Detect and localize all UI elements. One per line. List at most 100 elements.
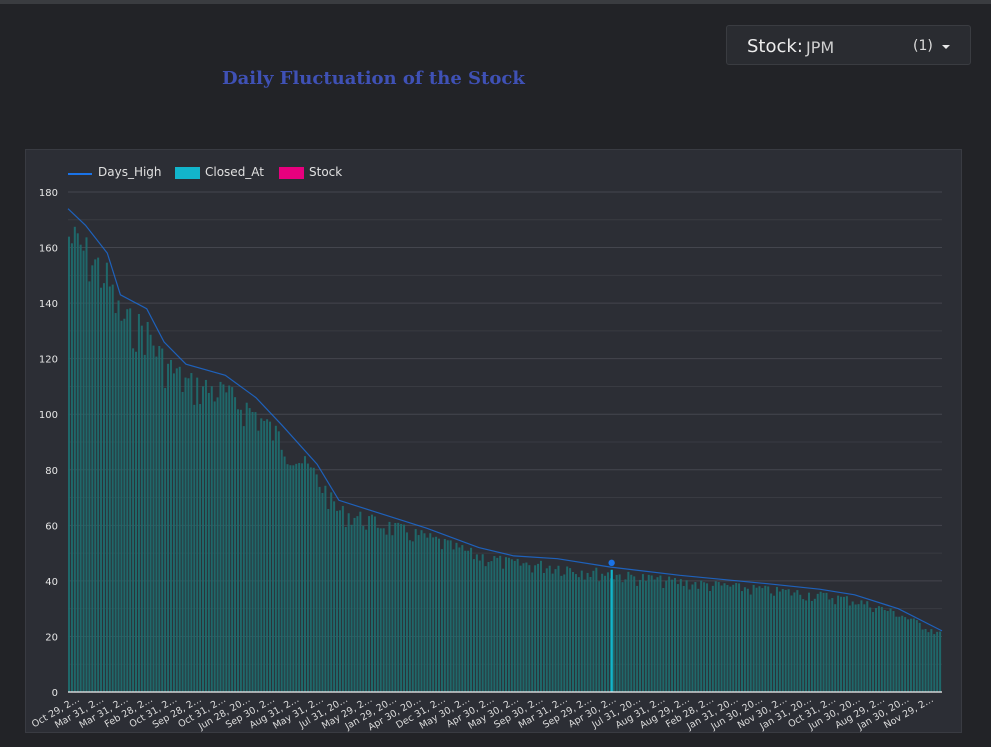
closed-at-bar: [280, 449, 283, 692]
closed-at-bar: [892, 611, 895, 692]
closed-at-bar: [167, 363, 170, 692]
closed-at-bar: [711, 585, 714, 692]
closed-at-bar: [837, 595, 840, 692]
closed-at-bar: [921, 629, 924, 692]
closed-at-bar: [190, 373, 193, 692]
closed-at-bar: [554, 569, 557, 692]
closed-at-bar: [271, 440, 274, 692]
closed-at-bar: [391, 535, 394, 692]
closed-at-bar: [303, 456, 306, 692]
closed-at-bar: [525, 562, 528, 692]
closed-at-bar: [848, 605, 851, 692]
closed-at-bar: [545, 568, 548, 692]
closed-at-bar: [452, 549, 455, 692]
closed-at-bar: [534, 565, 537, 692]
closed-at-bar: [697, 588, 700, 692]
closed-at-bar: [411, 541, 414, 692]
closed-at-bar: [595, 567, 598, 692]
closed-at-bar: [840, 596, 843, 692]
closed-at-bar: [196, 377, 199, 692]
closed-at-bar: [478, 560, 481, 692]
closed-at-bar: [94, 259, 97, 692]
y-tick-label: 180: [39, 188, 58, 199]
closed-at-bar: [146, 321, 149, 692]
closed-at-bar: [68, 236, 71, 692]
closed-at-bar: [295, 463, 298, 692]
closed-at-bar: [653, 579, 656, 692]
closed-at-bar: [877, 606, 880, 692]
closed-at-bar: [496, 557, 499, 692]
closed-at-bar: [557, 565, 560, 692]
closed-at-bar: [397, 522, 400, 692]
legend-swatch-closed-at: [175, 167, 200, 179]
closed-at-bar: [204, 379, 207, 692]
closed-at-bar: [484, 566, 487, 692]
closed-at-bar: [799, 594, 802, 692]
closed-at-bar: [234, 397, 237, 692]
closed-at-bar: [866, 601, 869, 692]
closed-at-bar: [703, 582, 706, 692]
closed-at-bar: [254, 412, 257, 692]
closed-at-bar: [886, 611, 889, 692]
closed-at-bar: [519, 565, 522, 692]
closed-at-bar: [321, 492, 324, 692]
closed-at-bar: [306, 463, 309, 692]
closed-at-bar: [330, 492, 333, 692]
closed-at-bar: [834, 604, 837, 692]
closed-at-bar: [277, 431, 280, 692]
closed-at-bar: [455, 542, 458, 692]
closed-at-bar: [228, 385, 231, 692]
closed-at-bar: [429, 533, 432, 692]
closed-at-bar: [872, 612, 875, 692]
closed-at-bar: [863, 604, 866, 692]
closed-at-bar: [286, 464, 289, 692]
closed-at-bar: [907, 619, 910, 692]
closed-at-bar: [114, 313, 117, 692]
closed-at-bar: [688, 589, 691, 692]
closed-at-bar: [324, 485, 327, 692]
closed-at-bar: [132, 348, 135, 692]
closed-at-bar: [924, 628, 927, 692]
closed-at-bar: [373, 516, 376, 692]
stock-filter-dropdown[interactable]: Stock: JPM (1): [726, 25, 971, 65]
closed-at-bar: [572, 572, 575, 692]
closed-at-bar: [385, 534, 388, 692]
closed-at-bar: [700, 580, 703, 692]
closed-at-bar: [644, 580, 647, 692]
closed-at-bar: [344, 526, 347, 692]
closed-at-bar: [819, 591, 822, 692]
closed-at-bar: [784, 589, 787, 692]
closed-at-bar: [172, 373, 175, 692]
chart-panel: Days_High Closed_At Stock 0 20 40 60 80 100 12…: [25, 149, 962, 733]
closed-at-bar: [169, 359, 172, 692]
closed-at-bar: [184, 377, 187, 692]
closed-at-bar: [807, 592, 810, 692]
closed-at-bar: [723, 583, 726, 692]
closed-at-bar: [120, 320, 123, 692]
closed-at-bar: [202, 386, 205, 692]
closed-at-bar: [659, 575, 662, 692]
closed-at-bar: [633, 576, 636, 692]
closed-at-bar: [627, 571, 630, 692]
closed-at-bar: [825, 592, 828, 692]
closed-at-bar: [236, 409, 239, 692]
closed-at-bar: [470, 547, 473, 692]
closed-at-bar: [685, 580, 688, 692]
closed-at-bar: [720, 585, 723, 692]
closed-at-bar: [761, 588, 764, 692]
chevron-down-icon[interactable]: [942, 45, 950, 49]
closed-at-bar: [793, 592, 796, 692]
closed-at-bar: [257, 430, 260, 692]
closed-at-bar: [857, 604, 860, 692]
closed-at-bar: [621, 582, 624, 692]
closed-at-bar: [802, 599, 805, 692]
closed-at-bar: [370, 514, 373, 692]
closed-at-bar: [598, 581, 601, 692]
closed-at-bar: [513, 560, 516, 692]
closed-at-bar: [91, 265, 94, 692]
closed-at-bar: [338, 510, 341, 692]
closed-at-bar: [152, 345, 155, 692]
closed-at-bar: [589, 576, 592, 692]
closed-at-bar: [854, 604, 857, 692]
closed-at-bar: [368, 516, 371, 692]
